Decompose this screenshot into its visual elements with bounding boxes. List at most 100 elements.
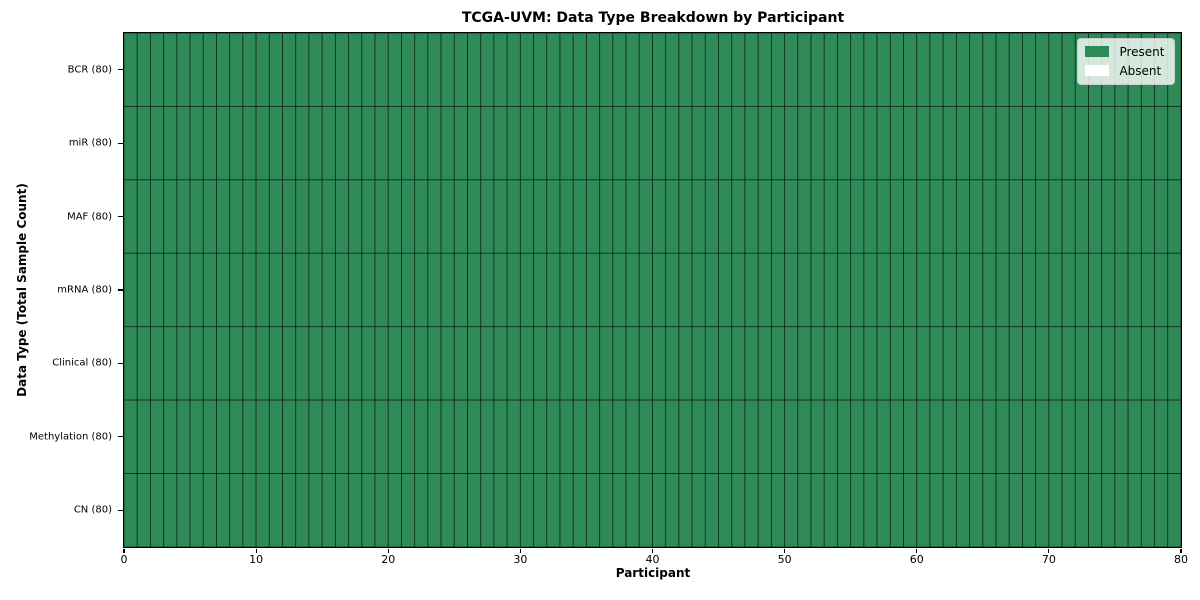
heatmap-cell [942, 399, 957, 474]
heatmap-cell [770, 178, 785, 254]
heatmap-cell [202, 32, 217, 107]
heatmap-cell [717, 32, 732, 107]
heatmap-cell [625, 472, 640, 547]
heatmap-cell [1021, 178, 1036, 254]
heatmap-cell [915, 178, 930, 254]
heatmap-cell [955, 399, 970, 474]
heatmap-cell [162, 399, 177, 474]
heatmap-cell [255, 178, 270, 254]
heatmap-cell [1100, 178, 1115, 254]
heatmap-cell [995, 252, 1010, 327]
heatmap-cell [942, 105, 957, 180]
heatmap-cell [730, 252, 745, 327]
heatmap-cell [717, 325, 732, 401]
heatmap-cell [215, 472, 230, 547]
heatmap-cell [308, 399, 323, 474]
heatmap-cell [691, 472, 706, 547]
heatmap-cell [466, 32, 481, 107]
heatmap-cell [796, 325, 811, 401]
heatmap-cell [744, 178, 759, 254]
heatmap-cell [321, 399, 336, 474]
heatmap-cell [426, 252, 442, 327]
x-tick-label: 30 [513, 553, 528, 566]
heatmap-cell [849, 105, 864, 180]
heatmap-cell [929, 252, 944, 327]
heatmap-cell [1047, 178, 1063, 254]
heatmap-cell [308, 325, 323, 401]
heatmap-cell [876, 178, 891, 254]
heatmap-cell [1113, 105, 1129, 180]
heatmap-cell [123, 105, 138, 180]
heatmap-cell [360, 178, 375, 254]
heatmap-cell [1166, 472, 1181, 547]
heatmap-cell [400, 399, 415, 474]
heatmap-cell [955, 325, 970, 401]
heatmap-cell [347, 252, 362, 327]
heatmap-cell [413, 105, 428, 180]
heatmap-cell [559, 399, 574, 474]
heatmap-cell [902, 32, 917, 107]
heatmap-cell [625, 32, 640, 107]
heatmap-cell [493, 399, 508, 474]
heatmap-cell [810, 32, 825, 107]
heatmap-cell [202, 252, 217, 327]
heatmap-cell [334, 472, 349, 547]
heatmap-cell [189, 32, 204, 107]
heatmap-cell [400, 178, 415, 254]
heatmap-cell [717, 178, 732, 254]
heatmap-cell [255, 252, 270, 327]
heatmap-cell [968, 252, 983, 327]
heatmap-cell [770, 32, 785, 107]
heatmap-cell [862, 32, 878, 107]
heatmap-cell [241, 178, 257, 254]
heatmap-cell [347, 325, 362, 401]
x-tick-label: 40 [645, 553, 660, 566]
heatmap-cell [585, 32, 600, 107]
heatmap-cell [413, 399, 428, 474]
heatmap-cell [995, 178, 1010, 254]
heatmap-cell [228, 399, 243, 474]
heatmap-cell [241, 325, 257, 401]
heatmap-cell [347, 399, 362, 474]
heatmap-cell [862, 472, 878, 547]
heatmap-cell [823, 178, 838, 254]
heatmap-cell [466, 325, 481, 401]
heatmap-cell [611, 472, 627, 547]
heatmap-cell [942, 472, 957, 547]
legend-swatch [1085, 65, 1110, 76]
heatmap-cell [559, 105, 574, 180]
heatmap-cell [281, 105, 296, 180]
heatmap-cell [704, 178, 719, 254]
heatmap-cell [1034, 472, 1049, 547]
y-tick-mark [118, 509, 123, 511]
heatmap-cell [321, 32, 336, 107]
x-tick-mark [916, 548, 918, 553]
heatmap-cell [1113, 178, 1129, 254]
heatmap-cell [849, 472, 864, 547]
heatmap-cell [136, 105, 151, 180]
heatmap-cell [215, 399, 230, 474]
heatmap-cell [387, 325, 402, 401]
heatmap-cell [995, 105, 1010, 180]
heatmap-cell [783, 325, 798, 401]
heatmap-grid [123, 32, 1181, 547]
heatmap-cell [493, 252, 508, 327]
heatmap-cell [664, 472, 679, 547]
heatmap-cell [255, 32, 270, 107]
heatmap-cell [334, 325, 349, 401]
heatmap-cell [202, 472, 217, 547]
heatmap-cell [360, 399, 375, 474]
heatmap-cell [479, 325, 494, 401]
heatmap-cell [374, 252, 389, 327]
heatmap-cell [189, 178, 204, 254]
heatmap-cell [149, 32, 164, 107]
heatmap-cell [968, 105, 983, 180]
heatmap-cell [347, 105, 362, 180]
heatmap-cell [545, 472, 560, 547]
heatmap-cell [981, 399, 996, 474]
heatmap-cell [810, 399, 825, 474]
heatmap-cell [955, 472, 970, 547]
heatmap-cell [255, 325, 270, 401]
heatmap-cell [929, 325, 944, 401]
heatmap-cell [453, 325, 468, 401]
